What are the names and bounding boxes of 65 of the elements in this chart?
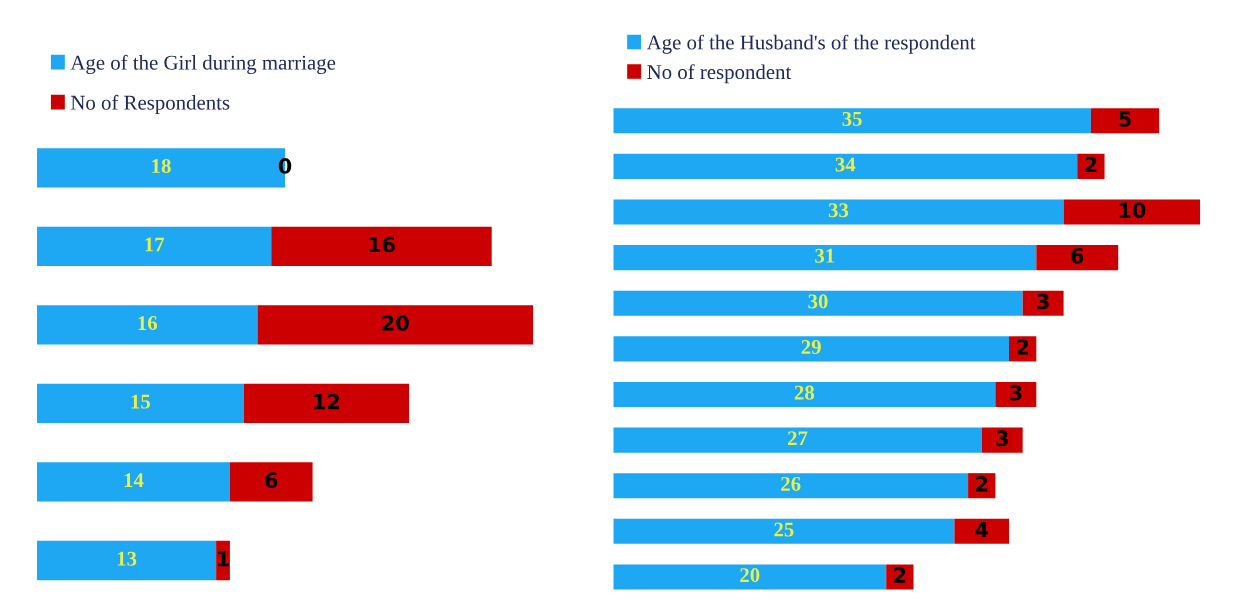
bar [271, 226, 492, 266]
bar [613, 153, 1078, 179]
bar [1022, 290, 1064, 316]
bar [37, 383, 244, 424]
data-label: 20 [382, 315, 409, 331]
data-label: 18 [152, 158, 171, 173]
data-label: 25 [774, 522, 794, 537]
data-label: 13 [117, 551, 137, 566]
data-label: 0 [278, 158, 292, 174]
data-label: 2 [976, 475, 988, 492]
data-label: 2 [894, 567, 906, 583]
bar [613, 290, 1023, 316]
data-label: 1 [218, 551, 229, 567]
legend-label: No of respondent [647, 64, 792, 84]
bar [613, 245, 1037, 271]
bar [613, 473, 969, 499]
bar [613, 564, 887, 590]
data-label: 12 [314, 393, 340, 410]
bar [613, 518, 955, 544]
data-label: 10 [1119, 202, 1146, 219]
legend-label: No of Respondents [70, 94, 230, 114]
bar [37, 305, 258, 345]
data-label: 2 [1085, 156, 1097, 173]
bar [613, 108, 1091, 134]
bar [229, 462, 313, 502]
data-label: 29 [801, 340, 821, 355]
bar [243, 383, 410, 424]
bar [257, 305, 534, 345]
data-label: 33 [828, 203, 849, 218]
data-label: 27 [787, 431, 808, 446]
legend-label: Age of the Girl during marriage [70, 54, 336, 74]
data-label: 6 [1071, 247, 1084, 264]
data-label: 15 [131, 394, 151, 409]
data-label: 3 [1009, 384, 1022, 401]
data-label: 14 [124, 473, 144, 487]
data-label: 5 [1119, 111, 1131, 127]
bar [613, 427, 982, 453]
data-label: 34 [835, 157, 856, 172]
bar [37, 540, 217, 581]
data-label: 31 [815, 248, 835, 263]
bar [981, 427, 1023, 453]
bar [613, 336, 1010, 362]
data-label: 4 [975, 521, 989, 538]
data-label: 26 [781, 476, 801, 491]
data-label: 6 [265, 472, 278, 488]
bar [37, 462, 230, 502]
data-label: 3 [1037, 293, 1049, 310]
bar [37, 226, 272, 266]
data-label: 28 [794, 385, 815, 400]
data-label: 3 [996, 430, 1008, 447]
data-label: 16 [369, 236, 395, 253]
legend-label: Age of the Husband's of the respondent [646, 34, 976, 54]
data-label: 16 [138, 316, 158, 331]
bar [1036, 245, 1119, 271]
bar [1063, 199, 1201, 225]
data-label: 20 [740, 568, 760, 583]
bar [1090, 108, 1160, 134]
data-label: 2 [1017, 339, 1029, 355]
bar [954, 518, 1010, 544]
data-label: 35 [842, 111, 862, 126]
data-label: 17 [145, 237, 165, 252]
data-label: 30 [808, 294, 828, 309]
bar [613, 199, 1064, 225]
bar [613, 381, 996, 408]
bar [995, 381, 1037, 408]
